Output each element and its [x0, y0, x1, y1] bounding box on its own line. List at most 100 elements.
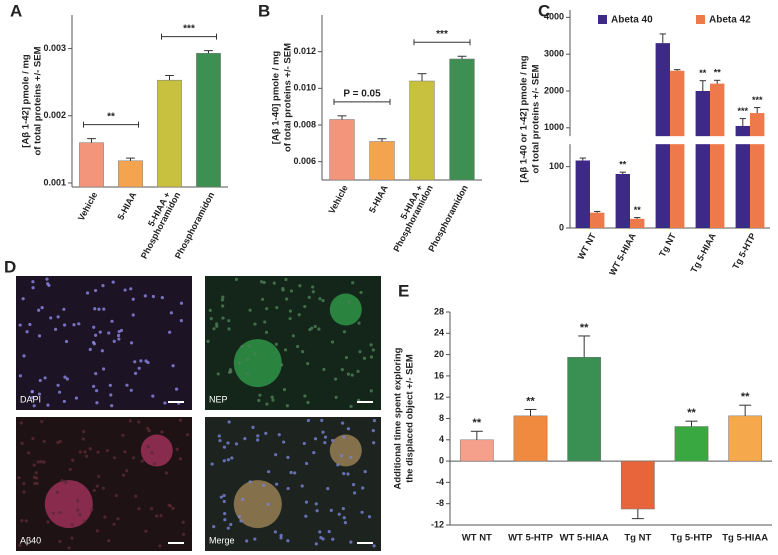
x-tick-label: WT NT — [462, 533, 492, 544]
y-tick-label: 1000 — [544, 122, 564, 132]
nucleus — [258, 393, 262, 397]
nucleus — [318, 530, 322, 534]
y-tick-label: 0.008 — [293, 119, 316, 129]
panel-letter: B — [258, 1, 270, 20]
nucleus — [293, 471, 297, 475]
nucleus — [226, 441, 230, 445]
nucleus — [96, 450, 100, 454]
nucleus — [239, 519, 243, 523]
nucleus — [125, 383, 129, 387]
nucleus — [298, 284, 302, 288]
nucleus — [286, 539, 290, 543]
nucleus — [102, 307, 106, 311]
nucleus — [352, 491, 357, 495]
nucleus — [323, 441, 327, 445]
nucleus — [253, 352, 257, 356]
nucleus — [95, 401, 99, 405]
nucleus — [306, 361, 310, 366]
nucleus — [20, 519, 24, 523]
nucleus — [109, 393, 113, 397]
nucleus — [129, 388, 133, 392]
nucleus — [289, 470, 293, 475]
nucleus — [116, 517, 120, 521]
nucleus — [265, 402, 269, 406]
nucleus — [51, 511, 55, 515]
nucleus — [256, 438, 260, 442]
nucleus — [256, 434, 260, 438]
nucleus — [24, 519, 28, 523]
nucleus — [46, 520, 50, 524]
bar — [630, 218, 645, 228]
nucleus — [133, 360, 137, 364]
nucleus — [103, 515, 107, 519]
x-tick-label: WT NT — [576, 231, 598, 261]
nucleus — [93, 288, 98, 293]
nucleus — [40, 420, 44, 424]
nucleus — [222, 459, 226, 463]
nucleus — [64, 480, 68, 485]
error-bar — [87, 138, 96, 143]
nucleus — [216, 372, 220, 376]
nucleus — [114, 493, 118, 498]
nucleus — [32, 404, 36, 408]
nucleus — [67, 546, 71, 550]
nucleus — [82, 519, 86, 523]
nucleus — [336, 463, 340, 467]
y-tick-label: 100 — [549, 161, 564, 171]
nucleus — [340, 421, 345, 425]
y-tick-label: 20 — [434, 349, 444, 359]
y-tick-label: -12 — [431, 519, 444, 529]
x-tick-label: Vehicle — [326, 183, 349, 215]
nucleus — [248, 480, 252, 484]
nucleus — [369, 389, 373, 393]
nucleus — [93, 307, 97, 311]
nucleus — [18, 374, 23, 378]
nucleus — [314, 502, 318, 506]
error-bar — [634, 217, 641, 219]
error-bar — [714, 79, 721, 84]
bar — [459, 439, 494, 462]
nucleus — [234, 277, 239, 281]
nucleus — [92, 384, 96, 388]
nucleus — [321, 430, 325, 434]
nucleus — [144, 529, 148, 533]
nucleus — [340, 367, 344, 372]
nucleus — [97, 474, 101, 479]
significance: *** — [183, 23, 195, 34]
error-bar — [337, 115, 347, 120]
signal-blob — [329, 293, 362, 326]
significance: ** — [741, 391, 750, 403]
nucleus — [247, 344, 251, 348]
nucleus — [83, 450, 87, 454]
nucleus — [346, 472, 350, 476]
nucleus — [285, 404, 289, 408]
error-bar — [204, 50, 213, 54]
nucleus — [240, 344, 244, 349]
nucleus — [300, 484, 304, 488]
nucleus — [171, 506, 175, 511]
nucleus — [100, 349, 104, 353]
nucleus — [46, 282, 50, 286]
signal-blob — [140, 434, 173, 467]
nucleus — [101, 486, 106, 490]
nucleus — [178, 457, 182, 461]
bar — [670, 70, 685, 228]
nucleus — [53, 327, 58, 331]
nucleus — [251, 425, 255, 429]
y-axis-label: the displaced object +/- SEM — [405, 354, 416, 483]
nucleus — [39, 460, 43, 464]
nucleus — [58, 510, 62, 515]
nucleus — [321, 298, 325, 303]
nucleus — [85, 291, 90, 295]
legend-swatch — [598, 15, 607, 24]
nucleus — [22, 490, 26, 494]
nucleus — [119, 328, 124, 333]
nucleus — [62, 323, 67, 327]
nucleus — [101, 284, 105, 288]
nucleus — [65, 377, 69, 381]
nucleus — [94, 371, 98, 376]
nucleus — [60, 479, 64, 483]
nucleus — [131, 297, 135, 301]
nucleus — [326, 487, 330, 491]
